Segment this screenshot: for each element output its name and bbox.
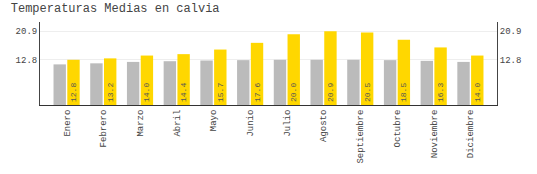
svg-text:14.0: 14.0 (142, 83, 151, 102)
svg-text:16.3: 16.3 (436, 83, 445, 102)
svg-text:18.5: 18.5 (399, 83, 408, 102)
svg-text:Agosto: Agosto (319, 110, 329, 142)
svg-text:20.9: 20.9 (500, 27, 522, 37)
svg-text:Septiembre: Septiembre (356, 110, 366, 164)
svg-text:20.9: 20.9 (326, 83, 335, 102)
svg-text:Febrero: Febrero (99, 110, 109, 148)
svg-text:Mayo: Mayo (209, 110, 219, 132)
svg-text:Noviembre: Noviembre (430, 110, 440, 159)
svg-text:Enero: Enero (63, 110, 73, 137)
svg-text:15.7: 15.7 (216, 83, 225, 102)
svg-text:12.8: 12.8 (69, 83, 78, 102)
svg-text:14.4: 14.4 (179, 83, 188, 102)
svg-text:20.9: 20.9 (16, 27, 38, 37)
svg-text:12.8: 12.8 (500, 56, 522, 66)
svg-text:14.0: 14.0 (473, 83, 482, 102)
svg-text:13.2: 13.2 (106, 83, 115, 102)
svg-text:Junio: Junio (246, 110, 256, 137)
svg-text:Julio: Julio (283, 110, 293, 137)
svg-text:Octubre: Octubre (393, 110, 403, 148)
svg-text:Diciembre: Diciembre (466, 110, 476, 159)
svg-text:Temperaturas Medias en calvia: Temperaturas Medias en calvia (11, 2, 220, 16)
svg-text:Marzo: Marzo (136, 110, 146, 137)
svg-text:20.0: 20.0 (289, 83, 298, 102)
svg-text:20.5: 20.5 (363, 83, 372, 102)
svg-text:17.6: 17.6 (253, 83, 262, 102)
svg-text:12.8: 12.8 (16, 56, 38, 66)
svg-text:Abril: Abril (173, 110, 183, 137)
